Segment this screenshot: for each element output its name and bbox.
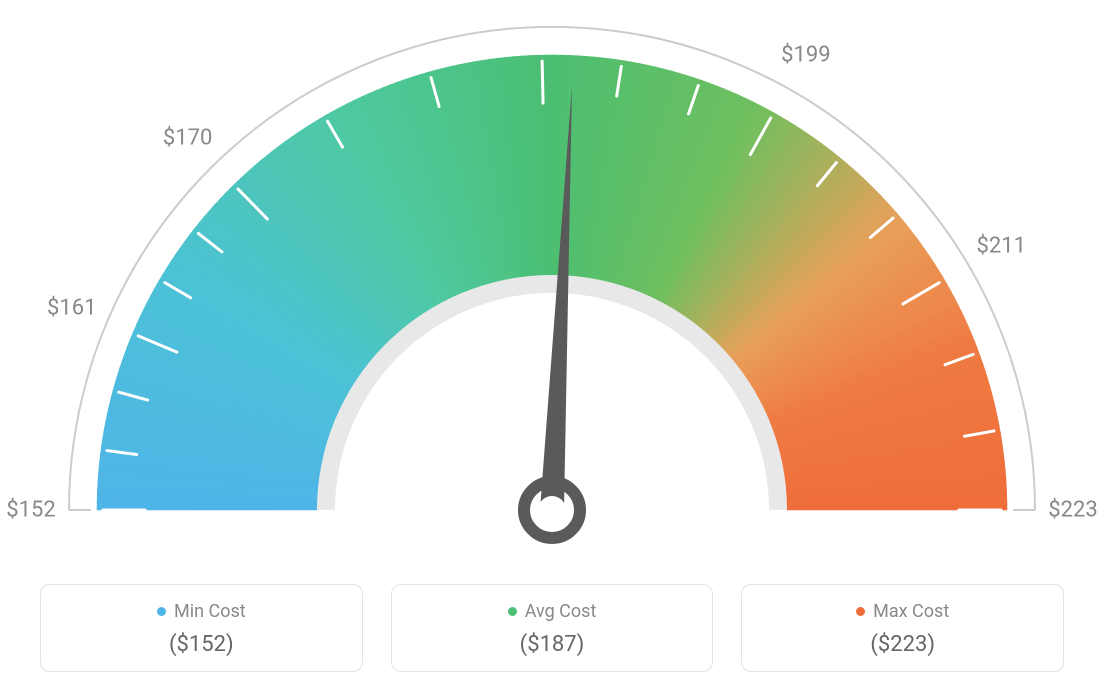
min-cost-label: Min Cost [174,601,246,622]
max-cost-header: Max Cost [856,601,949,622]
max-cost-label: Max Cost [873,601,949,622]
gauge-chart-container: $152 $161 $170 $187 $199 $211 $223 Min Cost ($… [0,0,1104,690]
max-dot-icon [856,607,865,616]
max-cost-value: ($223) [742,632,1063,657]
avg-dot-icon [508,607,517,616]
gauge-tick-label: $211 [977,234,1026,259]
avg-cost-value: ($187) [392,632,713,657]
min-dot-icon [157,607,166,616]
gauge-tick-label: $199 [781,43,830,68]
min-cost-value: ($152) [41,632,362,657]
gauge-tick-label: $170 [163,125,212,150]
avg-cost-label: Avg Cost [525,601,597,622]
min-cost-card: Min Cost ($152) [40,584,363,672]
avg-cost-header: Avg Cost [508,601,597,622]
gauge-tick-label: $152 [6,498,55,523]
gauge-tick-label: $187 [516,0,565,2]
summary-cards: Min Cost ($152) Avg Cost ($187) Max Cost… [40,584,1064,672]
max-cost-card: Max Cost ($223) [741,584,1064,672]
gauge-tick-label: $223 [1048,498,1097,523]
avg-cost-card: Avg Cost ($187) [391,584,714,672]
gauge-tick-label: $161 [47,295,96,320]
gauge: $152 $161 $170 $187 $199 $211 $223 [0,0,1104,560]
min-cost-header: Min Cost [157,601,246,622]
